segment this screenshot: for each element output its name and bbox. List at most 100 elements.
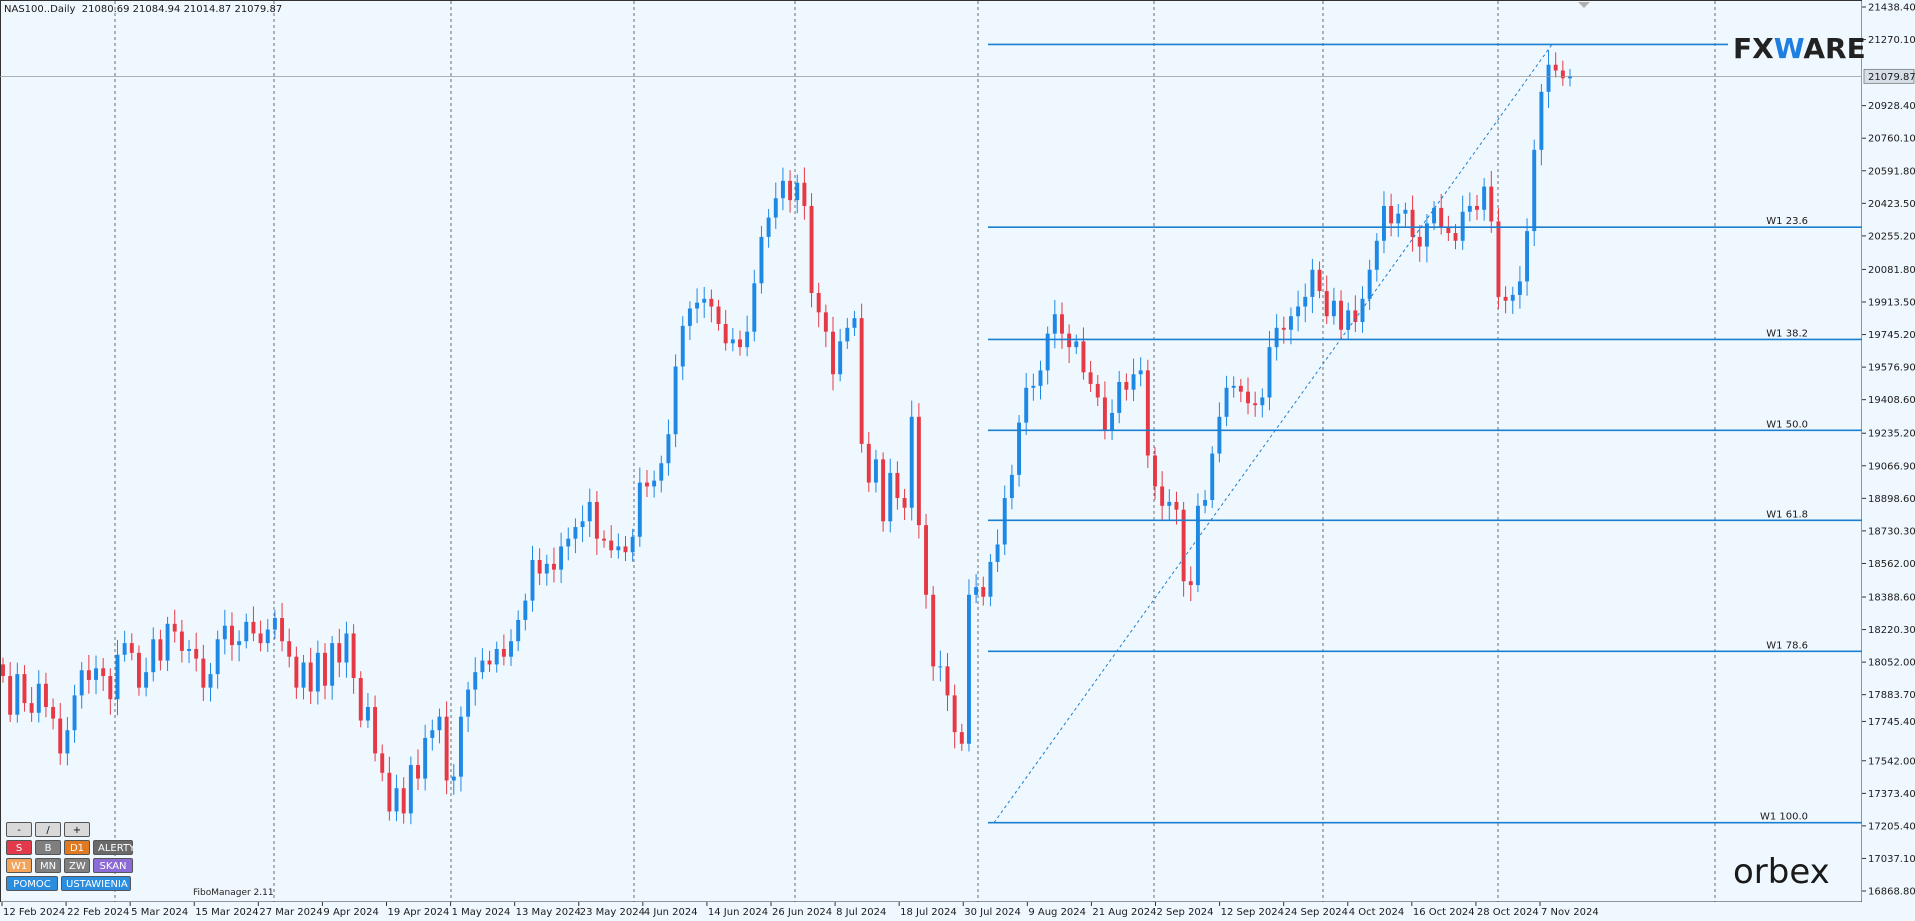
candle-body: [952, 695, 957, 733]
candle-body: [1553, 64, 1558, 71]
candle-body: [895, 472, 900, 499]
timeframe-w1-button[interactable]: W1: [6, 858, 32, 873]
candle-body: [444, 716, 449, 781]
candle-body: [738, 339, 742, 348]
candle-body: [201, 658, 206, 688]
candle-body: [687, 308, 692, 326]
price-tick-label: 19235.20: [1868, 429, 1915, 440]
candle-body: [136, 652, 141, 688]
candle-body: [1167, 501, 1172, 506]
candle-body: [652, 480, 657, 487]
candle-body: [122, 643, 127, 655]
date-tick-label: 14 Jun 2024: [708, 907, 768, 918]
date-tick-label: 12 Sep 2024: [1221, 907, 1284, 918]
candle-body: [1317, 269, 1322, 292]
candle-body: [809, 205, 814, 293]
candle-body: [151, 639, 156, 673]
candle-body: [287, 641, 292, 657]
price-tick-label: 16868.80: [1868, 887, 1915, 898]
candle-body: [1267, 347, 1272, 398]
date-tick-label: 22 Feb 2024: [67, 907, 129, 918]
date-tick-label: 8 Jul 2024: [836, 907, 886, 918]
scan-button[interactable]: SKAN: [93, 858, 133, 873]
zoom-in-button[interactable]: +: [64, 822, 90, 837]
timeframe-d1-button[interactable]: D1: [64, 840, 90, 855]
candle-body: [129, 643, 134, 653]
current-price-label: 21079.87: [1868, 72, 1915, 83]
candle-body: [602, 538, 607, 541]
candle-body: [272, 618, 277, 630]
price-tick-label: 17883.70: [1868, 690, 1915, 701]
date-tick-label: 9 Apr 2024: [323, 907, 378, 918]
date-tick-label: 27 Mar 2024: [259, 907, 322, 918]
sell-button[interactable]: S: [6, 840, 32, 855]
price-tick-label: 18898.60: [1868, 494, 1915, 505]
fib-trend-line: [993, 44, 1553, 823]
candle-body: [1525, 231, 1530, 282]
candle-body: [365, 706, 370, 721]
candle-body: [165, 623, 170, 661]
candle-body: [144, 672, 149, 688]
candle-body: [1060, 314, 1064, 334]
candle-body: [630, 536, 635, 553]
candle-body: [1174, 501, 1179, 510]
price-tick-label: 20760.10: [1868, 134, 1915, 145]
candle-body: [1568, 76, 1572, 79]
candle-body: [838, 341, 843, 375]
date-tick-label: 26 Jun 2024: [772, 907, 832, 918]
draw-line-button[interactable]: /: [35, 822, 61, 837]
candle-body: [924, 525, 928, 595]
settings-button[interactable]: USTAWIENIA: [61, 876, 131, 891]
price-tick-label: 18052.00: [1868, 658, 1915, 669]
candle-body: [194, 648, 199, 659]
candle-body: [1424, 223, 1429, 247]
candle-body: [1303, 296, 1308, 307]
help-button[interactable]: POMOC: [6, 876, 58, 891]
alerts-button[interactable]: ALERTY: [93, 840, 135, 855]
candle-body: [780, 180, 785, 199]
date-tick-label: 16 Oct 2024: [1413, 907, 1475, 918]
date-tick-label: 15 Mar 2024: [195, 907, 258, 918]
price-tick-label: 17373.40: [1868, 789, 1915, 800]
candle-body: [666, 434, 671, 464]
candle-body: [859, 318, 864, 444]
candle-body: [981, 587, 986, 597]
candle-body: [15, 674, 20, 715]
candle-body: [1381, 205, 1386, 241]
candle-body: [251, 621, 256, 634]
candle-body: [1296, 306, 1301, 317]
candle-body: [816, 293, 821, 313]
candle-body: [294, 656, 299, 688]
candle-body: [1253, 403, 1258, 406]
candle-body: [1138, 370, 1143, 375]
price-tick-label: 20255.20: [1868, 231, 1915, 242]
candle-body: [1517, 281, 1522, 295]
candle-body: [258, 633, 263, 644]
zoom-out-button[interactable]: -: [6, 822, 32, 837]
buy-button[interactable]: B: [35, 840, 61, 855]
candle-body: [179, 631, 184, 651]
candle-body: [1038, 370, 1043, 386]
candle-body: [1475, 205, 1479, 210]
candle-body: [766, 217, 771, 237]
price-tick-label: 17037.10: [1868, 854, 1915, 865]
date-axis-bg: [0, 902, 1862, 921]
candle-body: [208, 674, 213, 688]
candle-body: [716, 306, 721, 324]
timeframe-mn-button[interactable]: MN: [35, 858, 61, 873]
candle-body: [609, 540, 614, 551]
candle-body: [1482, 186, 1487, 210]
date-tick-label: 18 Jul 2024: [900, 907, 957, 918]
zw-button[interactable]: ZW: [64, 858, 90, 873]
candle-body: [1088, 372, 1093, 384]
candle-body: [101, 668, 106, 677]
candle-body: [938, 666, 943, 668]
fib-level-label: W1 50.0: [1766, 419, 1808, 430]
candle-body: [1503, 296, 1508, 301]
candle-body: [1510, 294, 1515, 301]
price-tick-label: 19066.90: [1868, 461, 1915, 472]
candle-body: [1195, 505, 1200, 586]
candle-body: [1532, 149, 1537, 232]
